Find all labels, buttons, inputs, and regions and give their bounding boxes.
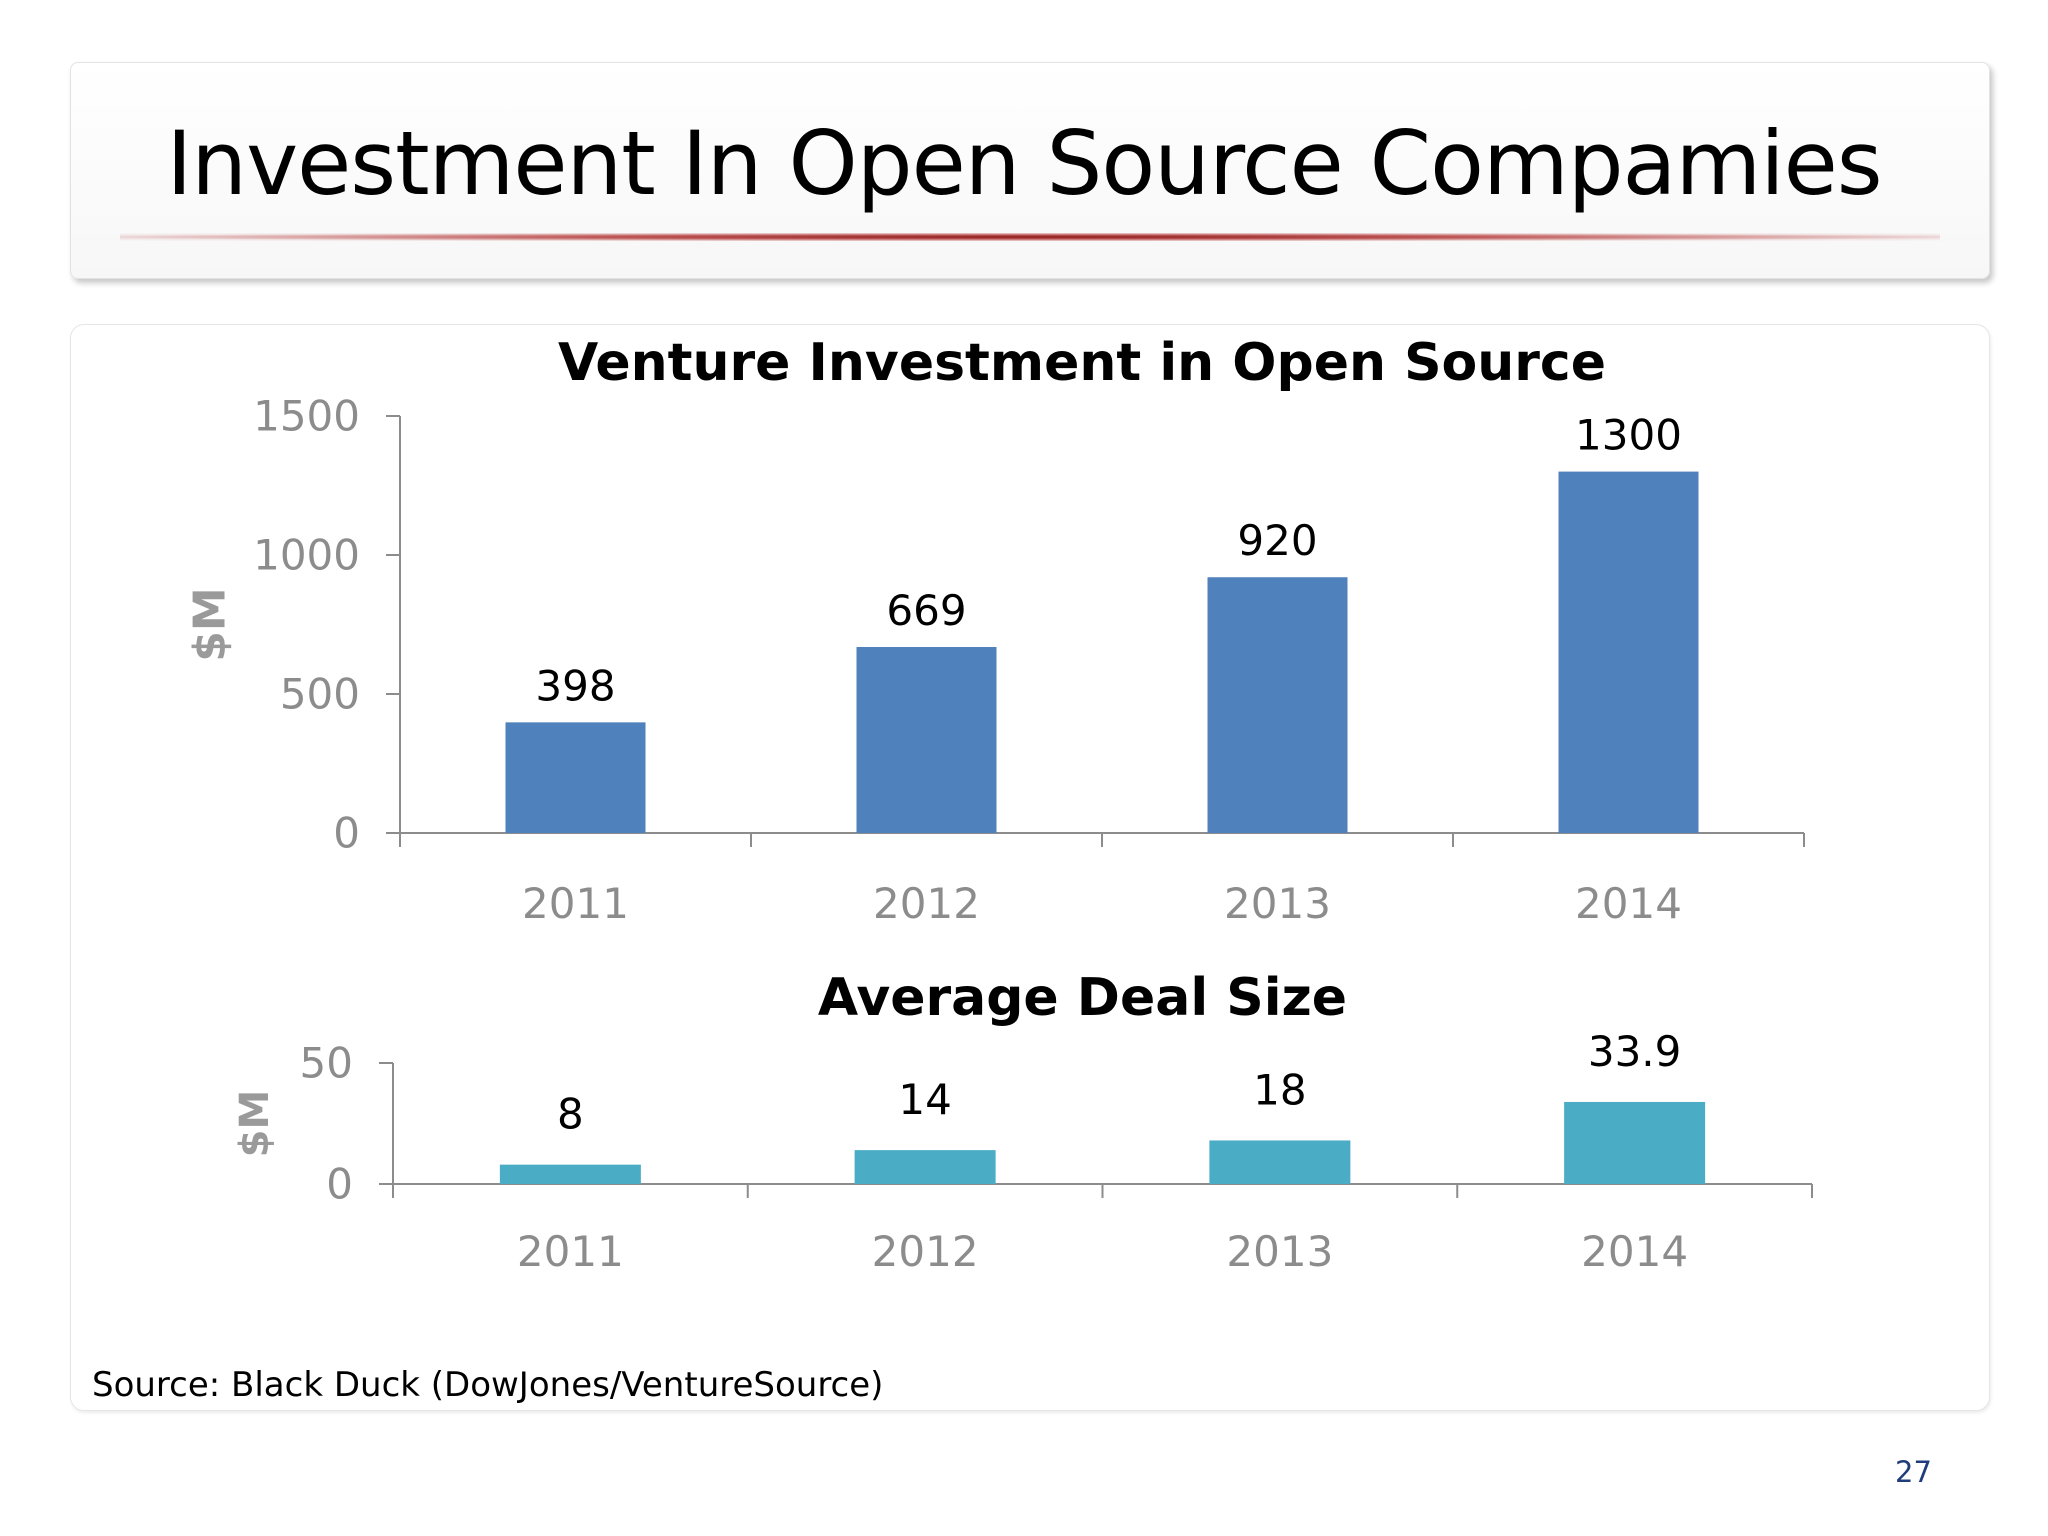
chart1-bar [856, 647, 997, 833]
chart1-data-label: 398 [535, 661, 615, 710]
chart1-x-tick-label: 2014 [1575, 879, 1682, 928]
chart1-data-label: 1300 [1575, 411, 1682, 460]
title-underline [120, 233, 1940, 241]
chart2-data-label: 18 [1253, 1065, 1306, 1114]
chart2-x-tick-label: 2014 [1581, 1227, 1688, 1276]
chart2-bar [1209, 1140, 1351, 1184]
chart2-bar [854, 1150, 996, 1184]
chart1-x-tick-label: 2013 [1224, 879, 1331, 928]
chart2-data-label: 14 [898, 1075, 951, 1124]
chart1-x-tick-label: 2011 [522, 879, 629, 928]
chart1-bar [505, 722, 646, 833]
chart2-y-tick-label: 50 [300, 1039, 353, 1088]
slide-title: Investment In Open Source Compamies [166, 112, 1882, 215]
chart1-data-label: 920 [1237, 516, 1317, 565]
chart1-x-tick-label: 2012 [873, 879, 980, 928]
title-panel [70, 62, 1990, 279]
chart2-y-tick-label: 0 [326, 1160, 353, 1209]
chart2-x-tick-label: 2011 [517, 1227, 624, 1276]
source-note: Source: Black Duck (DowJones/VentureSour… [92, 1365, 884, 1405]
chart2-title: Average Deal Size [818, 968, 1347, 1028]
chart2-bar [1564, 1101, 1706, 1184]
chart1-data-label: 669 [886, 586, 966, 635]
chart2-bar [499, 1164, 641, 1184]
chart1-y-axis-label: $M [185, 587, 236, 661]
chart1-y-tick-label: 1500 [253, 392, 360, 441]
chart1-y-tick-label: 0 [333, 809, 360, 858]
chart2-data-label: 8 [557, 1090, 584, 1139]
chart2-x-tick-label: 2013 [1226, 1227, 1333, 1276]
chart1-title: Venture Investment in Open Source [558, 333, 1606, 393]
chart2-data-label: 33.9 [1588, 1027, 1682, 1076]
chart2-y-axis-label: $M [232, 1090, 278, 1158]
chart2-x-tick-label: 2012 [872, 1227, 979, 1276]
chart1-bar [1558, 471, 1699, 833]
page-number: 27 [1895, 1455, 1932, 1489]
chart1-y-tick-label: 500 [280, 670, 360, 719]
chart1-y-tick-label: 1000 [253, 531, 360, 580]
chart1-bar [1207, 577, 1348, 833]
